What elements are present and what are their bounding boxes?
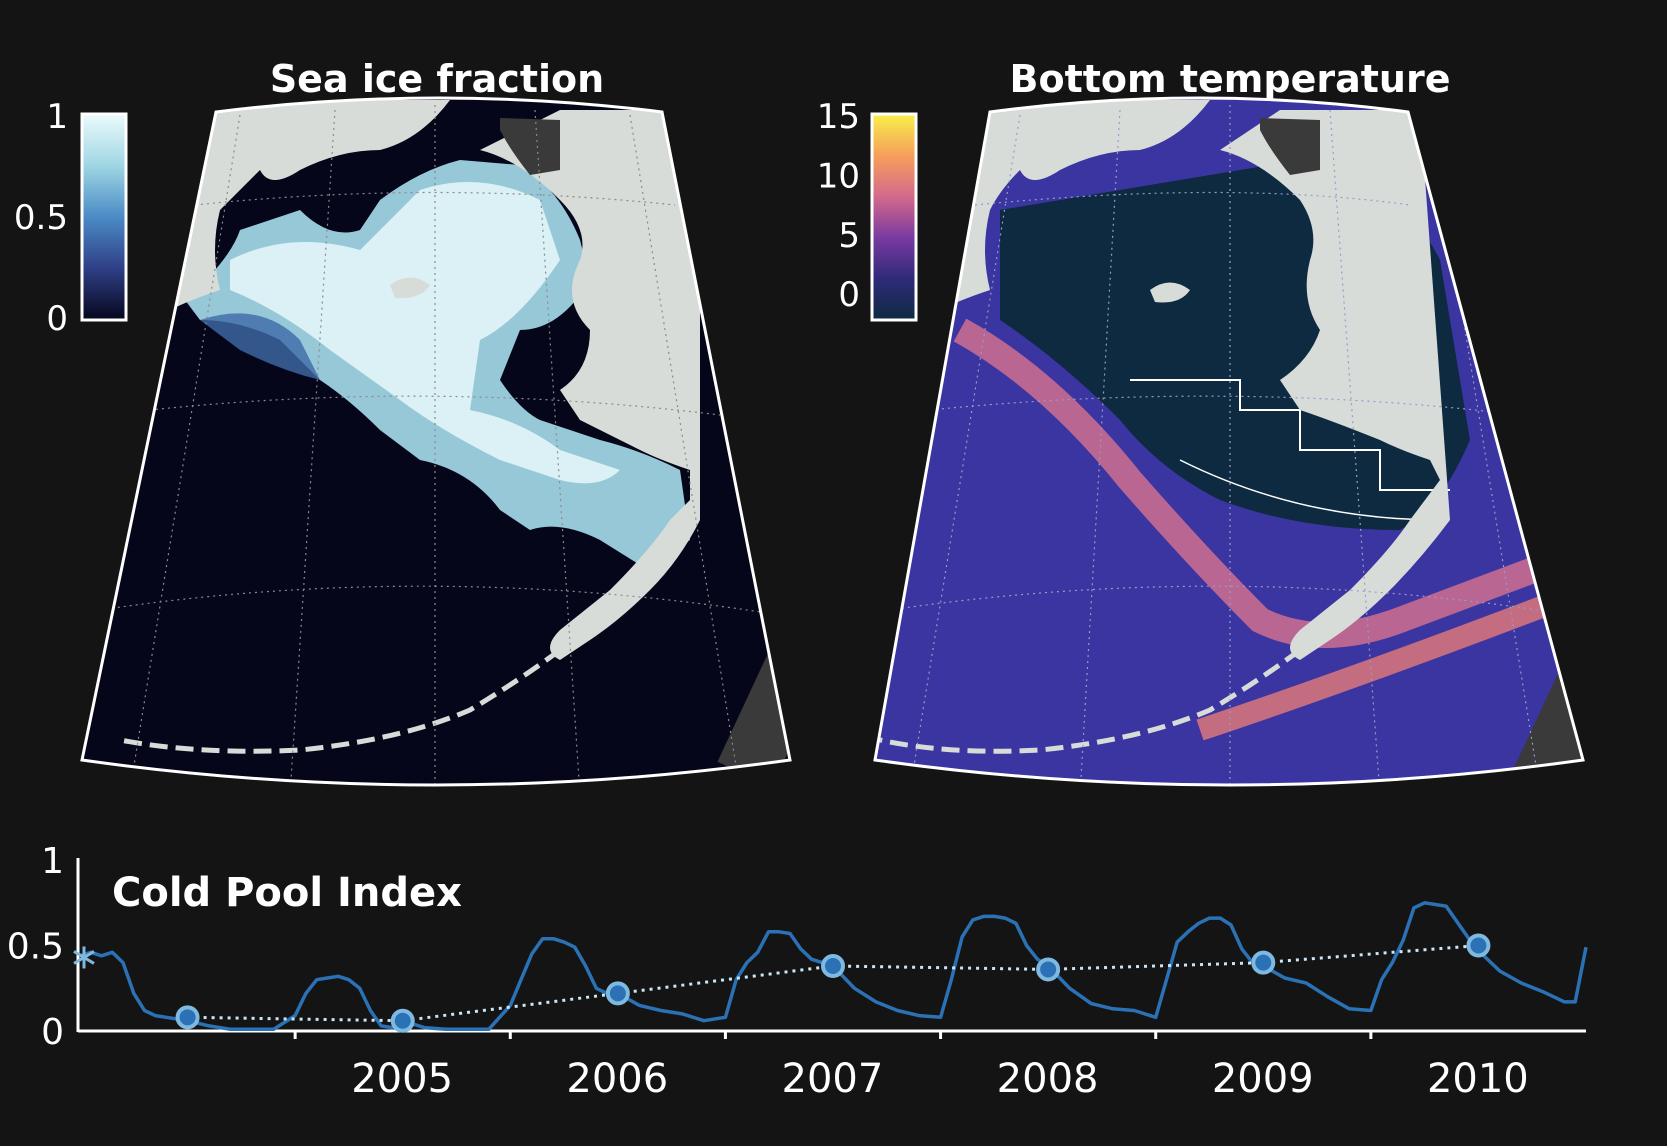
- cold-pool-contour: [1179, 459, 1441, 521]
- chart-title: Cold Pool Index: [112, 870, 462, 916]
- bottom-temp-colorbar: 15 10 5 0: [817, 97, 918, 322]
- no-data-north-r: [1260, 118, 1320, 175]
- bottom-temp-title: Bottom temperature: [1010, 57, 1451, 101]
- colorbar-tick-label: 0.5: [14, 198, 68, 238]
- annual-point: [390, 1008, 415, 1033]
- annual-point: [1466, 933, 1491, 958]
- land-siberia-r: [920, 100, 1210, 310]
- cold-pool-chart: Cold Pool Index 1 0.5 0 2005 2006 2007 2008 20…: [7, 841, 1588, 1102]
- y-tick-label: 0: [41, 1012, 64, 1053]
- start-marker: [73, 946, 95, 969]
- sea-ice-map: [82, 98, 790, 785]
- x-tick-label: 2005: [351, 1056, 453, 1102]
- x-tick-label: 2008: [997, 1056, 1099, 1102]
- sea-ice-map-frame: [80, 96, 792, 787]
- annual-point: [175, 1005, 200, 1030]
- colorbar-tick-label: 0: [46, 299, 68, 339]
- annual-point: [821, 954, 845, 979]
- colorbar-tick-label: 5: [838, 216, 860, 256]
- no-data-north: [500, 118, 560, 175]
- warm-slope-band: [953, 318, 1565, 648]
- colorbar-tick-label: 1: [46, 97, 68, 137]
- cold-pool-index-line: [79, 901, 1588, 1032]
- x-tick-label: 2009: [1212, 1056, 1314, 1102]
- x-tick-label: 2007: [782, 1056, 884, 1102]
- sea-ice-colorbar: 10.50: [14, 97, 128, 339]
- y-tick-label: 0.5: [7, 927, 64, 968]
- bottom-temp-colorbar-bar: [870, 112, 918, 322]
- colorbar-tick-label: 0: [838, 275, 860, 315]
- sea-ice-edge: [200, 313, 320, 380]
- x-tick-label: 2006: [566, 1056, 668, 1102]
- x-tick-label: 2010: [1427, 1056, 1529, 1102]
- start-marker-stroke: [73, 950, 95, 965]
- island-st-lawrence: [390, 277, 430, 299]
- aleutian-islands-r: [879, 647, 1302, 754]
- bottom-temp-map-frame: [873, 96, 1585, 787]
- warm-shelf-band: [1196, 589, 1564, 741]
- annual-point: [1036, 957, 1061, 982]
- colorbar-tick-label: 15: [817, 97, 860, 137]
- sea-ice-colorbar-bar: [80, 112, 128, 322]
- annual-point: [605, 981, 630, 1006]
- sea-ice-title: Sea ice fraction: [270, 57, 604, 101]
- annual-point: [1251, 950, 1276, 975]
- colorbar-tick-label: 10: [817, 156, 860, 196]
- island-st-lawrence-r: [1150, 282, 1190, 303]
- graticule-r: [889, 105, 1571, 785]
- aleutian-islands: [119, 647, 562, 754]
- no-data-corner: [717, 652, 790, 785]
- land-alaska: [480, 110, 700, 660]
- y-tick-label: 1: [41, 841, 64, 882]
- land-alaska-r: [1220, 110, 1450, 660]
- land-siberia: [150, 100, 450, 310]
- sea-ice-core: [230, 182, 620, 484]
- graticule: [99, 105, 781, 785]
